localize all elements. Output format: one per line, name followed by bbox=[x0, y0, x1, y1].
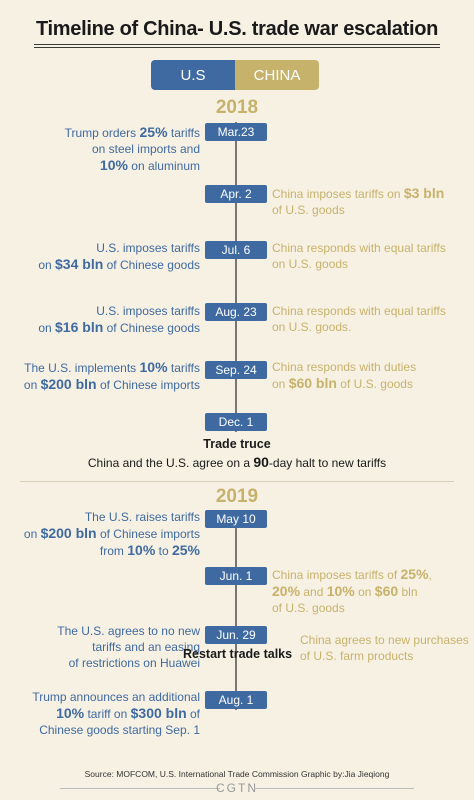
date-badge: Jun. 1 bbox=[205, 567, 267, 585]
year-2018: 2018 bbox=[215, 97, 259, 118]
restart-label: Restart trade talks bbox=[183, 647, 293, 661]
title-rule-bottom bbox=[34, 47, 440, 48]
timeline-spine-2019 bbox=[235, 510, 237, 710]
date-badge: Jun. 29 bbox=[205, 626, 267, 644]
us-event-text: The U.S. agrees to no new tariffs and an … bbox=[57, 624, 200, 670]
china-event-text: China responds with equal tariffs on U.S.… bbox=[272, 241, 446, 271]
logo-rule-left bbox=[60, 788, 220, 789]
us-event-text: Trump orders 25% tariffs on steel imports… bbox=[64, 124, 200, 173]
date-badge: Dec. 1 bbox=[205, 413, 267, 431]
china-event-text: China responds with duties on $60 bln of … bbox=[272, 360, 417, 391]
section-divider bbox=[20, 481, 454, 482]
us-event-text: Trump announces an additional 10% tariff … bbox=[32, 690, 200, 737]
truce-text: China and the U.S. agree on a 90-day hal… bbox=[87, 454, 387, 470]
legend-us: U.S bbox=[151, 60, 235, 90]
us-event-text: The U.S. implements 10% tariffs on $200 b… bbox=[23, 359, 200, 392]
us-event-text: The U.S. raises tariffs on $200 bln of Ch… bbox=[23, 510, 200, 558]
title-rule-top bbox=[34, 44, 440, 45]
year-2019: 2019 bbox=[215, 486, 259, 507]
china-event-text: China agrees to new purchases of U.S. far… bbox=[300, 633, 469, 663]
date-badge: Jul. 6 bbox=[205, 241, 267, 259]
cgtn-logo: CGTN bbox=[216, 781, 258, 795]
page-title: Timeline of China- U.S. trade war escala… bbox=[35, 18, 439, 40]
china-event-text: China responds with equal tariffs on U.S.… bbox=[272, 304, 446, 334]
truce-heading: Trade truce bbox=[203, 437, 271, 451]
date-badge: Apr. 2 bbox=[205, 185, 267, 203]
us-event-text: U.S. imposes tariffs on $16 bln of Chines… bbox=[38, 304, 200, 335]
legend-china: CHINA bbox=[235, 60, 319, 90]
us-event-text: U.S. imposes tariffs on $34 bln of Chines… bbox=[38, 241, 200, 272]
date-badge: Aug. 23 bbox=[205, 303, 267, 321]
date-badge: Aug. 1 bbox=[205, 691, 267, 709]
date-badge: Mar.23 bbox=[205, 123, 267, 141]
china-event-text: China imposes tariffs of 25%, 20% and 10%… bbox=[272, 566, 432, 615]
timeline-spine-2018 bbox=[235, 122, 237, 432]
logo-rule-right bbox=[254, 788, 414, 789]
china-event-text: China imposes tariffs on $3 bln of U.S. g… bbox=[272, 185, 445, 217]
date-badge: May 10 bbox=[205, 510, 267, 528]
source-note: Source: MOFCOM, U.S. International Trade… bbox=[84, 769, 390, 779]
date-badge: Sep. 24 bbox=[205, 361, 267, 379]
